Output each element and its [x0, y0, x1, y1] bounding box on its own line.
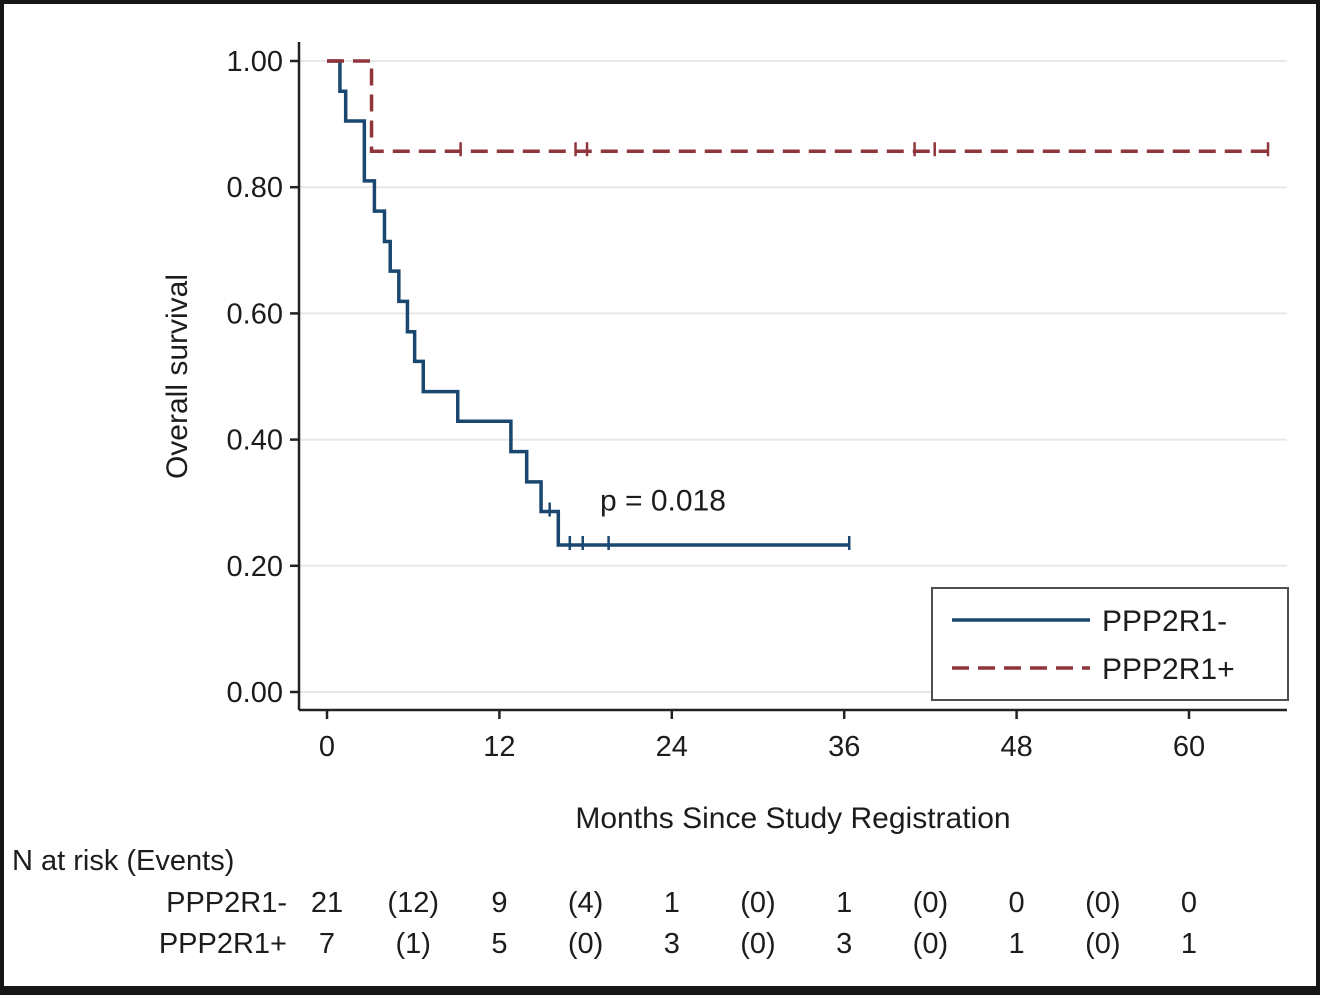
km-plot: 0.00 0.20 0.40 0.60 0.80 1.00 Overall survival…	[12, 42, 1289, 960]
x-tick-label: 36	[828, 731, 860, 763]
risk-table-value: (0)	[740, 928, 775, 960]
x-axis: 0 12 24 36 48 60	[319, 710, 1205, 763]
risk-table-value: (0)	[913, 887, 948, 919]
risk-table-value: 1	[836, 887, 852, 919]
x-tick-label: 12	[483, 731, 515, 763]
legend-box	[931, 587, 1289, 701]
x-tick-label: 60	[1173, 731, 1205, 763]
risk-table-value: 1	[664, 887, 680, 919]
risk-table-value: 5	[491, 928, 507, 960]
y-tick-label: 0.80	[227, 172, 283, 204]
risk-table-value: (4)	[568, 887, 603, 919]
step-line-ppp2r1-pos	[327, 59, 1269, 153]
risk-table-value: (0)	[1085, 887, 1120, 919]
legend-entry-ppp2r1-pos: PPP2R1+	[952, 653, 1235, 686]
axes	[297, 42, 1287, 712]
x-tick-label: 48	[1000, 731, 1032, 763]
risk-table-row-ppp2r1-pos: PPP2R1+ 7 (1) 5 (0) 3 (0) 3 (0) 1 (0) 1	[159, 928, 1197, 960]
x-tick-label: 24	[656, 731, 688, 763]
x-axis-title: Months Since Study Registration	[575, 802, 1010, 835]
survival-curve-ppp2r1-pos	[327, 59, 1270, 157]
y-tick-label: 0.20	[227, 551, 283, 583]
x-tick-label: 0	[319, 731, 335, 763]
y-tick-label: 0.00	[227, 677, 283, 709]
risk-table-value: (1)	[395, 928, 430, 960]
y-axis-title: Overall survival	[161, 274, 194, 479]
legend-label-ppp2r1-neg: PPP2R1-	[1102, 605, 1227, 638]
y-axis: 0.00 0.20 0.40 0.60 0.80 1.00	[227, 46, 299, 709]
risk-table-value: (0)	[740, 887, 775, 919]
risk-table-value: 3	[836, 928, 852, 960]
y-tick-label: 0.60	[227, 298, 283, 330]
legend: PPP2R1- PPP2R1+	[931, 587, 1289, 701]
step-line-ppp2r1-neg	[327, 59, 850, 547]
risk-table-row-ppp2r1-neg: PPP2R1- 21 (12) 9 (4) 1 (0) 1 (0) 0 (0) 0	[166, 887, 1197, 919]
y-tick-label: 1.00	[227, 46, 283, 78]
risk-table-value: (0)	[568, 928, 603, 960]
risk-table-value: 0	[1181, 887, 1197, 919]
legend-label-ppp2r1-pos: PPP2R1+	[1102, 653, 1235, 686]
risk-table-value: 0	[1009, 887, 1025, 919]
survival-curve-ppp2r1-neg	[327, 59, 851, 550]
risk-table-value: 3	[664, 928, 680, 960]
risk-table-value: (12)	[387, 887, 439, 919]
risk-table-value: 1	[1009, 928, 1025, 960]
risk-table-value: (0)	[1085, 928, 1120, 960]
risk-table-row-label: PPP2R1-	[166, 887, 287, 919]
risk-table: N at risk (Events) PPP2R1- 21 (12) 9 (4) 1 (0) 1…	[12, 845, 1197, 960]
p-value-annotation: p = 0.018	[600, 485, 726, 518]
risk-table-value: 21	[311, 887, 343, 919]
risk-table-value: 9	[491, 887, 507, 919]
y-tick-label: 0.40	[227, 425, 283, 457]
risk-table-value: 7	[319, 928, 335, 960]
legend-entry-ppp2r1-neg: PPP2R1-	[952, 605, 1227, 638]
risk-table-header: N at risk (Events)	[12, 845, 234, 877]
risk-table-value: (0)	[913, 928, 948, 960]
risk-table-value: 1	[1181, 928, 1197, 960]
risk-table-row-label: PPP2R1+	[159, 928, 287, 960]
